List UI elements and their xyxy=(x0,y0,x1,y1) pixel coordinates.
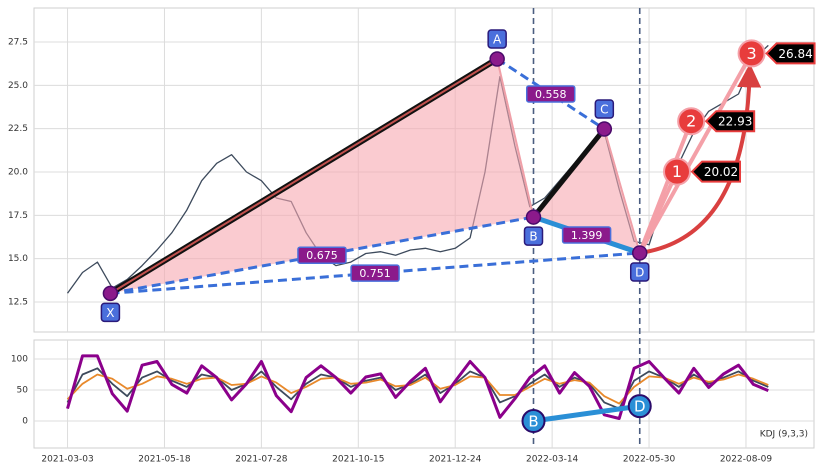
x-tick-label: 2022-03-14 xyxy=(526,455,579,465)
pattern-point xyxy=(489,51,505,67)
x-tick-label: 2021-07-28 xyxy=(235,455,288,465)
target-value-box xyxy=(704,110,756,133)
y-tick-label: 27.5 xyxy=(8,37,28,47)
y-tick-label: 25.0 xyxy=(8,81,28,91)
y-tick-label: 15.0 xyxy=(8,254,28,264)
point-label-box xyxy=(487,29,507,49)
ratio-box xyxy=(350,264,400,282)
point-label: D xyxy=(635,265,644,279)
target-label: 2 xyxy=(686,112,696,131)
series-line xyxy=(66,367,769,410)
target-leg xyxy=(637,52,754,254)
series-line xyxy=(66,354,769,420)
ratio-label: 0.558 xyxy=(535,88,567,101)
ratio-label: 0.675 xyxy=(306,249,338,262)
pattern-leg xyxy=(496,58,535,218)
pattern-point xyxy=(631,245,648,261)
target-value: 22.93 xyxy=(718,115,752,129)
ratio-label: 1.399 xyxy=(571,229,603,242)
point-label: B xyxy=(529,230,537,244)
target-value-box xyxy=(765,42,816,65)
point-label-box xyxy=(100,302,121,323)
x-tick-label: 2022-08-09 xyxy=(720,455,773,465)
pattern-leg xyxy=(603,128,641,254)
target-value-box xyxy=(690,160,742,183)
x-tick-label: 2021-12-24 xyxy=(429,455,482,465)
target-circle xyxy=(737,39,766,68)
kdj-marker xyxy=(627,394,652,419)
point-label: X xyxy=(106,306,114,320)
target-label: 3 xyxy=(746,44,756,63)
kdj-marker xyxy=(521,409,546,434)
series-line xyxy=(66,373,769,405)
point-label-box xyxy=(629,262,650,282)
kdj-panel xyxy=(33,339,815,449)
x-tick-label: 2021-03-03 xyxy=(41,455,93,465)
point-label: C xyxy=(600,103,608,117)
ratio-label: 0.751 xyxy=(359,267,391,280)
y-tick-label: 100 xyxy=(11,354,28,364)
ratio-box xyxy=(297,246,347,264)
x-tick-label: 2021-05-18 xyxy=(138,455,191,465)
y-tick-label: 17.5 xyxy=(8,211,28,221)
target-value: 26.84 xyxy=(778,47,812,61)
pattern-point xyxy=(102,285,119,302)
series-line xyxy=(66,44,769,294)
point-label: A xyxy=(493,32,502,46)
target-circle xyxy=(663,157,692,186)
x-tick-label: 2022-05-30 xyxy=(623,455,676,465)
y-tick-label: 12.5 xyxy=(8,298,28,308)
target-leg xyxy=(637,120,694,254)
target-value: 20.02 xyxy=(704,165,738,179)
panel-annotation: KDJ (9,3,3) xyxy=(760,430,808,440)
y-tick-label: 20.0 xyxy=(8,167,28,177)
y-tick-label: 50 xyxy=(17,385,29,395)
y-tick-label: 0 xyxy=(22,417,28,427)
pattern-leg xyxy=(531,127,607,219)
point-label-box xyxy=(523,226,544,246)
pattern-point xyxy=(596,121,613,137)
x-tick-label: 2021-10-15 xyxy=(332,455,384,465)
pattern-point xyxy=(525,209,542,225)
y-tick-label: 22.5 xyxy=(8,124,28,134)
target-label: 1 xyxy=(672,162,682,181)
pattern-leg-inner xyxy=(109,58,498,295)
ratio-box xyxy=(525,85,576,103)
point-label-box xyxy=(594,99,615,119)
marker-link xyxy=(533,403,641,424)
kdj-marker-label: D xyxy=(634,398,646,416)
target-circle xyxy=(677,107,706,136)
ratio-box xyxy=(561,226,612,244)
ratio-leg xyxy=(110,251,640,295)
kdj-marker-label: B xyxy=(528,413,538,431)
